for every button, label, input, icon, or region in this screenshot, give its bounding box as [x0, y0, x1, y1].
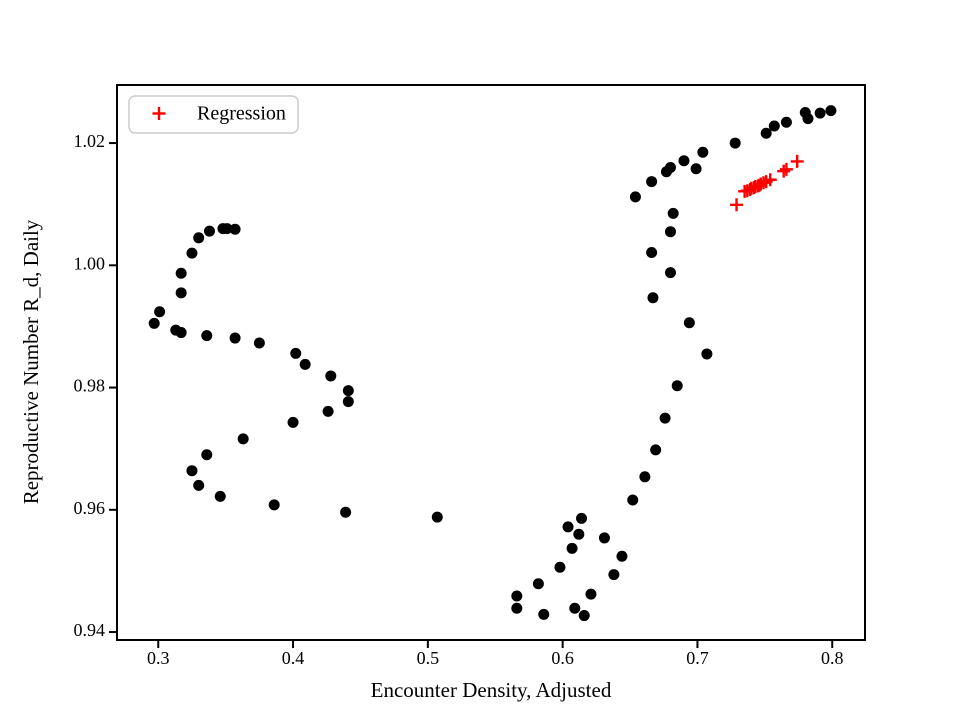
regression-point — [730, 198, 744, 212]
x-tick-label: 0.7 — [686, 648, 709, 668]
data-point — [578, 610, 590, 622]
data-point — [229, 332, 241, 344]
data-point — [701, 348, 713, 360]
data-point — [253, 337, 265, 349]
data-point — [268, 499, 280, 511]
data-point — [154, 306, 166, 318]
y-axis-label: Reproductive Number R_d, Daily — [19, 219, 43, 504]
data-point — [697, 146, 709, 158]
data-point — [664, 162, 676, 174]
data-point — [175, 287, 187, 299]
data-point — [690, 163, 702, 175]
regression-point — [756, 176, 770, 190]
data-point — [664, 226, 676, 238]
data-point — [175, 327, 187, 339]
axes-spines — [116, 84, 866, 641]
regression-point — [763, 173, 777, 187]
data-point — [148, 317, 160, 329]
data-point — [659, 412, 671, 424]
data-point — [608, 569, 620, 581]
legend-plus-icon — [152, 107, 166, 120]
data-point — [780, 116, 792, 128]
x-axis-label: Encounter Density, Adjusted — [371, 678, 612, 702]
y-tick-label: 1.02 — [74, 131, 106, 151]
data-point — [650, 444, 662, 456]
data-point — [193, 479, 205, 491]
legend-label: Regression — [197, 103, 286, 125]
y-tick-label: 0.94 — [74, 620, 106, 640]
data-point — [814, 107, 826, 119]
data-point — [667, 207, 679, 219]
x-tick-label: 0.8 — [821, 648, 844, 668]
data-point — [598, 532, 610, 544]
data-point — [214, 490, 226, 502]
data-point — [201, 330, 213, 342]
data-point — [760, 127, 772, 139]
data-point — [646, 246, 658, 258]
regression-point — [790, 154, 804, 168]
x-tick-label: 0.6 — [551, 648, 574, 668]
data-point — [629, 191, 641, 203]
data-point — [671, 380, 683, 392]
data-point — [566, 542, 578, 554]
x-tick-label: 0.5 — [417, 648, 440, 668]
data-point — [647, 292, 659, 304]
data-point — [237, 433, 249, 445]
data-point — [825, 105, 837, 117]
data-point — [186, 247, 198, 259]
data-point — [573, 528, 585, 540]
regression-point — [777, 164, 791, 178]
data-point — [203, 225, 215, 237]
data-point — [322, 405, 334, 417]
data-point — [729, 137, 741, 149]
data-point — [585, 588, 597, 600]
data-point — [768, 120, 780, 132]
data-point — [340, 506, 352, 518]
y-tick-label: 0.98 — [74, 376, 106, 396]
data-point — [532, 578, 544, 590]
data-point — [616, 550, 628, 562]
y-tick-label: 0.96 — [74, 498, 106, 518]
x-tick-label: 0.4 — [282, 648, 305, 668]
data-point — [290, 347, 302, 359]
data-point — [678, 155, 690, 167]
data-point — [569, 602, 581, 614]
data-point — [175, 267, 187, 279]
data-point — [554, 561, 566, 573]
plot-area: 0.3 0.4 0.5 0.6 0.7 0.8 0.94 0.96 0.98 1.00 1.02 — [74, 84, 866, 668]
data-point — [201, 449, 213, 461]
data-point — [576, 512, 588, 524]
legend-box — [128, 95, 299, 134]
legend: Regression — [128, 95, 299, 134]
data-point — [639, 471, 651, 483]
data-point — [342, 396, 354, 408]
data-point — [186, 465, 198, 477]
regression-point — [779, 162, 793, 176]
data-point — [431, 511, 443, 523]
data-point — [193, 232, 205, 244]
data-point — [664, 267, 676, 279]
data-point — [562, 521, 574, 533]
data-point — [511, 602, 523, 614]
data-point — [342, 385, 354, 397]
data-point — [802, 113, 814, 125]
y-tick-label: 1.00 — [74, 253, 106, 273]
data-point — [299, 358, 311, 370]
data-point — [646, 176, 658, 188]
data-point — [511, 590, 523, 602]
data-point — [287, 416, 299, 428]
data-point — [229, 223, 241, 235]
data-point — [683, 317, 695, 329]
data-point — [325, 370, 337, 382]
data-point — [627, 494, 639, 506]
data-point — [217, 223, 229, 235]
x-tick-label: 0.3 — [147, 648, 170, 668]
data-point — [538, 608, 550, 620]
